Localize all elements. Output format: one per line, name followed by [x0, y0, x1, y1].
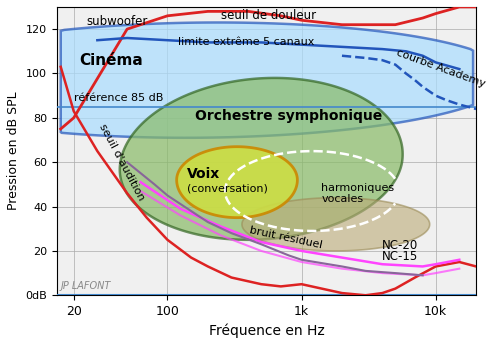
Polygon shape	[176, 147, 298, 218]
Y-axis label: Pression en dB SPL: Pression en dB SPL	[7, 92, 20, 210]
Text: seuil de douleur: seuil de douleur	[221, 9, 316, 22]
Text: NC-15: NC-15	[382, 250, 418, 263]
Text: Cinéma: Cinéma	[80, 52, 143, 68]
Text: Voix: Voix	[187, 167, 220, 181]
Text: limite extrême 5 canaux: limite extrême 5 canaux	[178, 37, 314, 47]
Text: référence 85 dB: référence 85 dB	[74, 93, 163, 103]
Text: bruit résiduel: bruit résiduel	[248, 226, 323, 251]
Text: courbe Academy: courbe Academy	[396, 47, 487, 89]
Text: vocales: vocales	[321, 194, 364, 204]
X-axis label: Fréquence en Hz: Fréquence en Hz	[208, 324, 324, 338]
Polygon shape	[120, 78, 403, 240]
Text: NC-20: NC-20	[382, 239, 418, 252]
Polygon shape	[60, 22, 473, 138]
Text: seuil d'audition: seuil d'audition	[98, 122, 146, 202]
Polygon shape	[242, 198, 430, 251]
Text: (conversation): (conversation)	[187, 183, 268, 193]
Text: Orchestre symphonique: Orchestre symphonique	[195, 109, 382, 123]
Text: subwoofer: subwoofer	[86, 15, 148, 28]
Text: harmoniques: harmoniques	[321, 183, 394, 193]
Text: JP LAFONT: JP LAFONT	[60, 280, 111, 290]
